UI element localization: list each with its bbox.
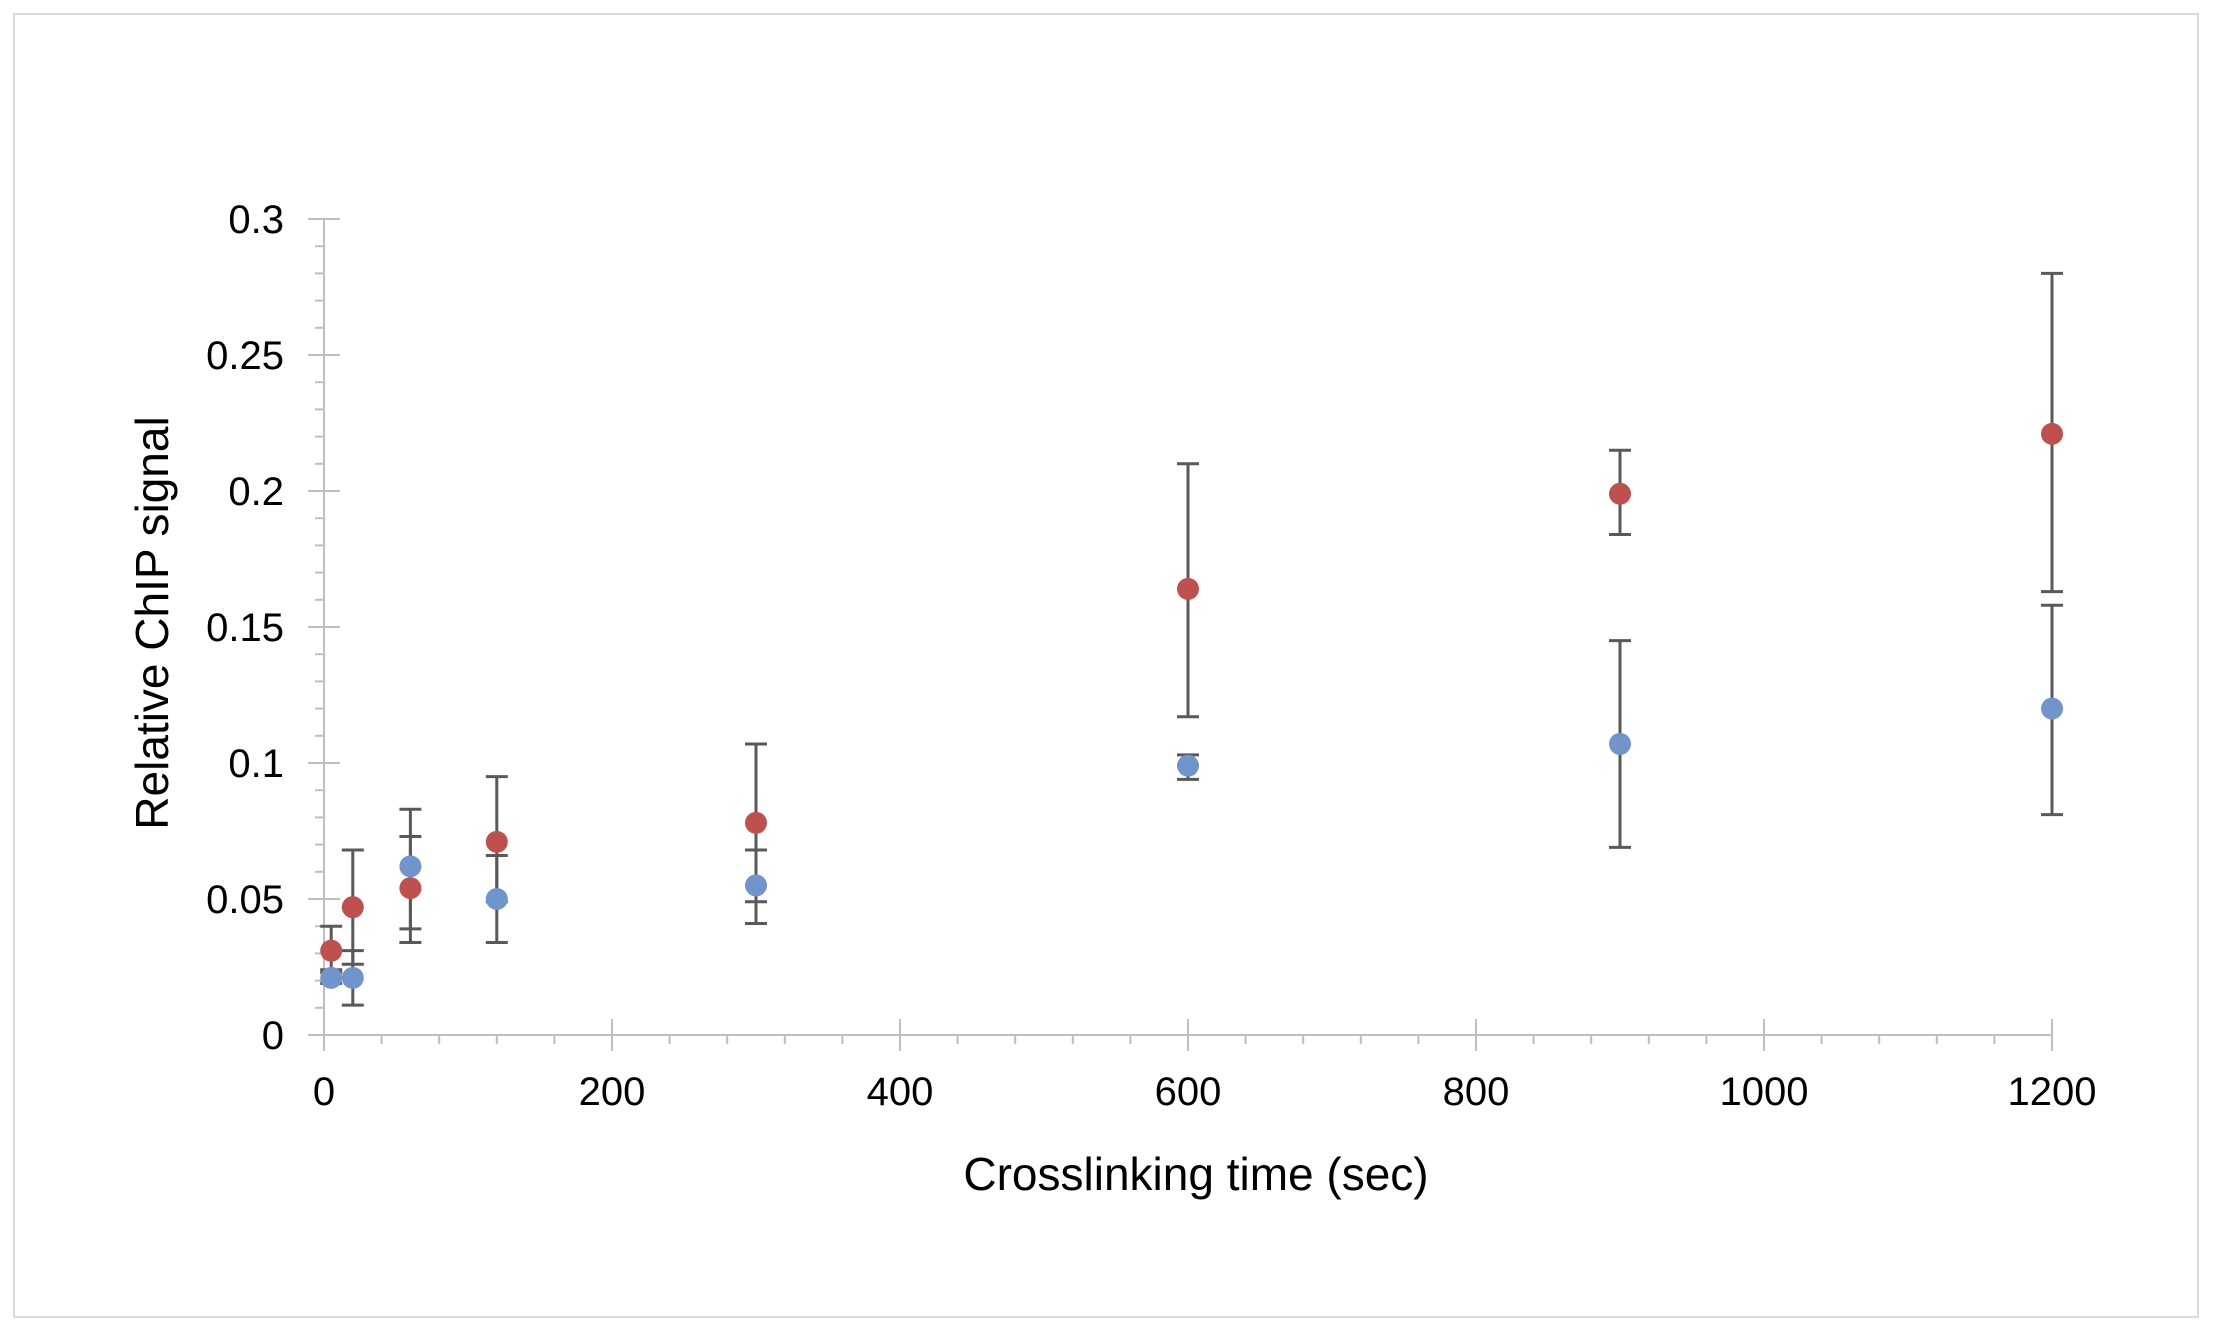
data-point	[1609, 732, 1631, 755]
data-point	[399, 877, 422, 900]
data-point	[745, 874, 767, 897]
y-tick-label: 0.15	[206, 606, 284, 650]
axes: 0 200 400 600 800 1000 1200 0 0.05 0.1 0.15 0.2 0.25…	[206, 198, 2096, 1114]
x-tick-label: 1200	[2008, 1070, 2097, 1114]
y-tick-label: 0.3	[228, 198, 284, 242]
data-point	[320, 966, 343, 989]
data-points	[320, 422, 2063, 989]
chart-frame	[13, 13, 2199, 1318]
y-tick-label: 0.2	[228, 470, 284, 514]
data-point	[1177, 577, 1199, 600]
data-point	[485, 888, 508, 910]
y-tick-label: 0.25	[206, 334, 284, 378]
x-tick-label: 400	[867, 1070, 934, 1114]
data-point	[341, 966, 364, 989]
x-tick-label: 1000	[1720, 1070, 1809, 1114]
y-axis-title: Relative ChIP signal	[126, 416, 178, 829]
data-point	[745, 811, 767, 834]
data-point	[399, 855, 422, 878]
y-tick-label: 0.1	[228, 742, 284, 786]
data-point	[341, 896, 364, 919]
data-point	[1609, 482, 1631, 505]
x-tick-label: 600	[1155, 1070, 1222, 1114]
y-tick-label: 0.05	[206, 878, 284, 922]
x-tick-label: 200	[579, 1070, 646, 1114]
x-tick-label: 800	[1443, 1070, 1510, 1114]
y-tick-label: 0	[262, 1014, 284, 1058]
x-axis-title: Crosslinking time (sec)	[963, 1148, 1428, 1200]
data-point	[1177, 754, 1199, 777]
data-point	[320, 939, 343, 962]
data-point	[2041, 422, 2063, 445]
data-point	[485, 830, 508, 853]
x-tick-label: 0	[313, 1070, 335, 1114]
error-bars	[320, 271, 2063, 1007]
data-point	[2041, 697, 2063, 720]
